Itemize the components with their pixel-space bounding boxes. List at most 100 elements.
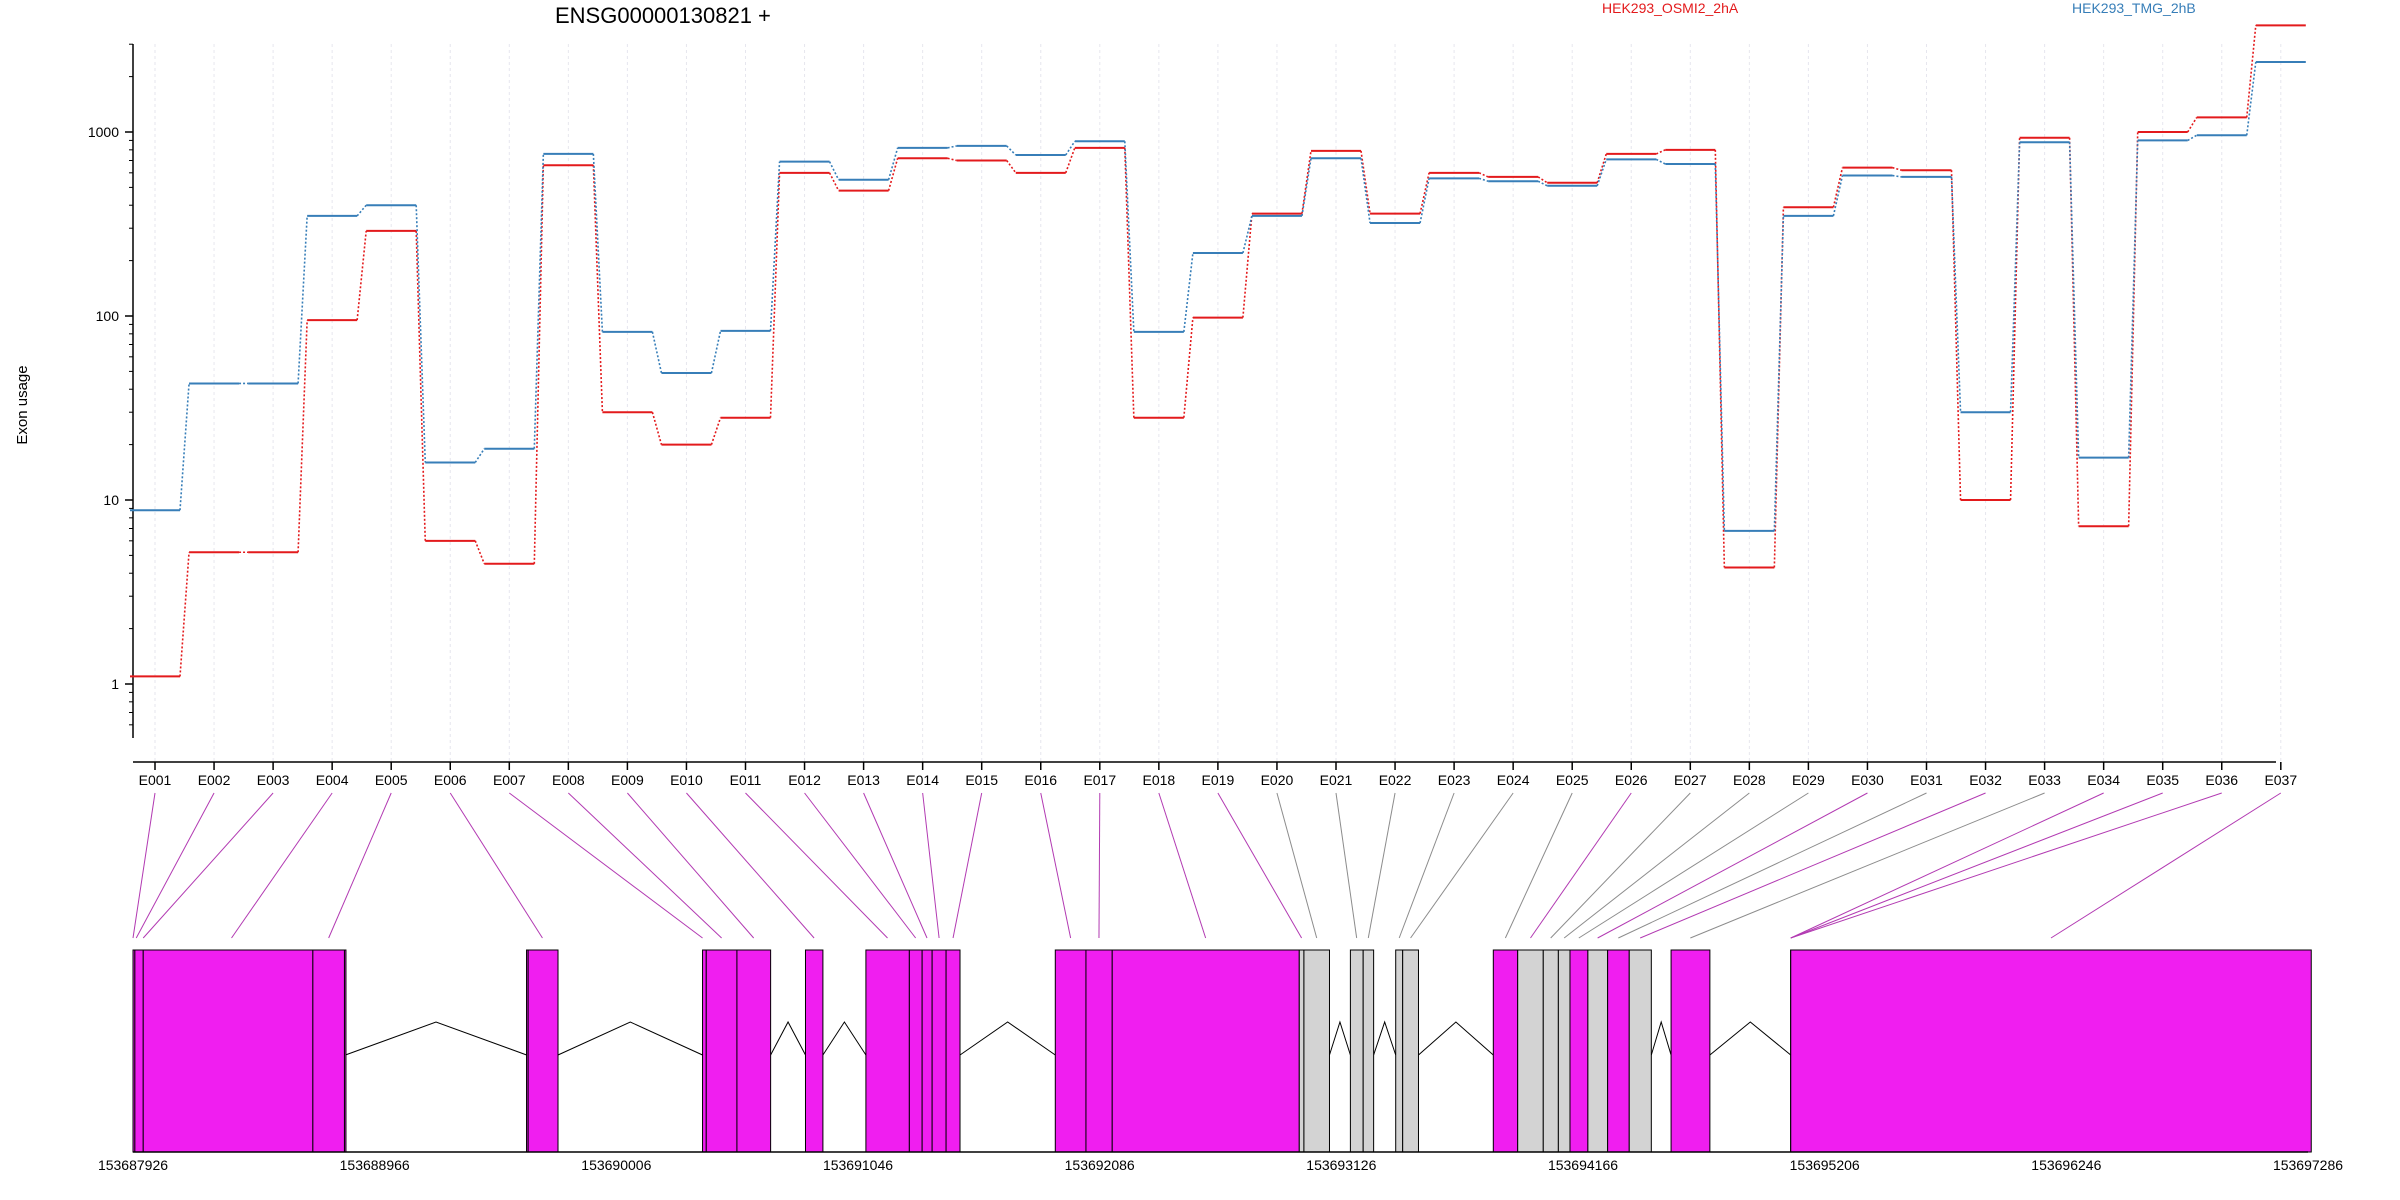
x-tick-label-e008: E008: [552, 772, 585, 788]
x-tick-label-e012: E012: [788, 772, 821, 788]
connector-e016: [1040, 792, 1072, 939]
exon-block-e032: [1607, 949, 1630, 1153]
genomic-tick-label: 153692086: [1065, 1157, 1135, 1173]
exon-block-e021: [1303, 949, 1330, 1153]
series-1-connector: [356, 230, 367, 321]
x-tick-label-e009: E009: [611, 772, 644, 788]
series-1-connector: [297, 320, 308, 553]
series-1-connector: [533, 165, 545, 564]
series-1-connector: [828, 172, 840, 192]
exon-block-e029: [1557, 949, 1571, 1153]
exon-block-e028: [1542, 949, 1559, 1153]
series-1-connector: [2245, 25, 2257, 118]
exon-block-e014: [921, 949, 933, 1153]
x-tick-label-e016: E016: [1024, 772, 1057, 788]
connector-e021: [1335, 792, 1358, 939]
series-1-connector: [1892, 166, 1902, 171]
exon-connector-lines: [132, 792, 2282, 939]
axes: 1 10 100 1000 E001 E002 E003 E004 E005 E006 E007 E0…: [88, 43, 2297, 788]
exon-block-e037: [1790, 949, 2312, 1153]
connector-e013: [863, 792, 928, 939]
exon-block-e022: [1349, 949, 1364, 1153]
vertical-gridlines: [154, 44, 2282, 762]
series-2-connector: [179, 383, 190, 511]
series-1-connector: [1537, 176, 1548, 184]
connector-e015: [952, 792, 983, 939]
x-tick-label-e035: E035: [2146, 772, 2179, 788]
series-2-connector: [828, 161, 840, 181]
exon-block-e031: [1587, 949, 1609, 1153]
series-2-connector: [710, 330, 722, 374]
intron-arc: [1329, 1020, 1351, 1056]
x-tick-label-e025: E025: [1556, 772, 1589, 788]
series-1-connector: [1124, 147, 1135, 418]
x-tick-label-e029: E029: [1792, 772, 1825, 788]
series-2-connector: [1950, 176, 1962, 413]
exon-block-e025: [1402, 949, 1419, 1153]
series-2-connector: [1892, 174, 1902, 178]
x-tick-label-e005: E005: [375, 772, 408, 788]
series-1-connector: [651, 411, 663, 445]
exon-block-e019: [1111, 949, 1300, 1153]
x-tick-label-e036: E036: [2205, 772, 2238, 788]
exon-block-e016: [945, 949, 961, 1153]
series-2-connector: [651, 331, 663, 374]
connector-e020: [1276, 792, 1318, 939]
series-2-connector: [2245, 61, 2257, 136]
connector-e029: [1578, 792, 1809, 939]
series-1-connector: [2187, 117, 2198, 133]
series-1-connector: [947, 157, 957, 162]
connector-e037: [2050, 792, 2282, 939]
series-1-connector: [1301, 150, 1312, 214]
series-2-connector: [592, 153, 604, 332]
series-2-connector: [769, 161, 781, 331]
series-2-connector: [474, 448, 485, 463]
connector-e035: [1790, 792, 2163, 939]
exon-block-e018: [1085, 949, 1113, 1153]
connector-e006: [449, 792, 543, 939]
connector-e018: [1158, 792, 1207, 939]
connector-e030: [1597, 792, 1868, 939]
exon-block-e030: [1569, 949, 1589, 1153]
exon-block-e002: [134, 949, 144, 1153]
series-2-connector: [1301, 158, 1312, 217]
series-1-connector: [710, 417, 722, 445]
intron-arc: [959, 1021, 1056, 1056]
series-2-connector: [947, 145, 957, 149]
y-tick-label: 1000: [88, 124, 119, 140]
series-1-connector: [1006, 160, 1017, 174]
connector-e014: [922, 792, 940, 939]
exon-block-e015: [931, 949, 947, 1153]
x-tick-label-e033: E033: [2028, 772, 2061, 788]
connector-e012: [804, 792, 917, 939]
exon-block-e011: [804, 949, 824, 1153]
genomic-tick-label: 153695206: [1790, 1157, 1860, 1173]
x-tick-label-e022: E022: [1379, 772, 1412, 788]
connector-e001: [132, 792, 156, 939]
x-tick-label-e023: E023: [1438, 772, 1471, 788]
series-1-connector: [415, 230, 427, 541]
x-tick-label-e014: E014: [906, 772, 939, 788]
connector-e025: [1504, 792, 1573, 939]
genomic-tick-label: 153694166: [1548, 1157, 1618, 1173]
connector-e019: [1217, 792, 1303, 939]
series-1-connector: [1183, 317, 1194, 418]
series-2-connector: [533, 153, 545, 449]
series-1-connector: [1950, 170, 1962, 501]
series-2-connector: [1478, 177, 1489, 183]
series-2-connector: [356, 204, 367, 217]
y-axis-label: Exon usage: [14, 365, 31, 444]
exon-block-e013: [908, 949, 923, 1153]
connector-e028: [1563, 792, 1750, 939]
exon-block-e005: [343, 949, 347, 1153]
exon-block-e026: [1492, 949, 1519, 1153]
series-2-connector: [1419, 178, 1430, 224]
connector-e009: [627, 792, 755, 939]
x-tick-label-e027: E027: [1674, 772, 1707, 788]
exon-block-e012: [865, 949, 910, 1153]
series-1-connector: [1064, 147, 1076, 174]
series-1-connector: [769, 172, 781, 418]
exon-block-e006: [526, 949, 559, 1153]
series-1-connector: [1655, 149, 1666, 155]
